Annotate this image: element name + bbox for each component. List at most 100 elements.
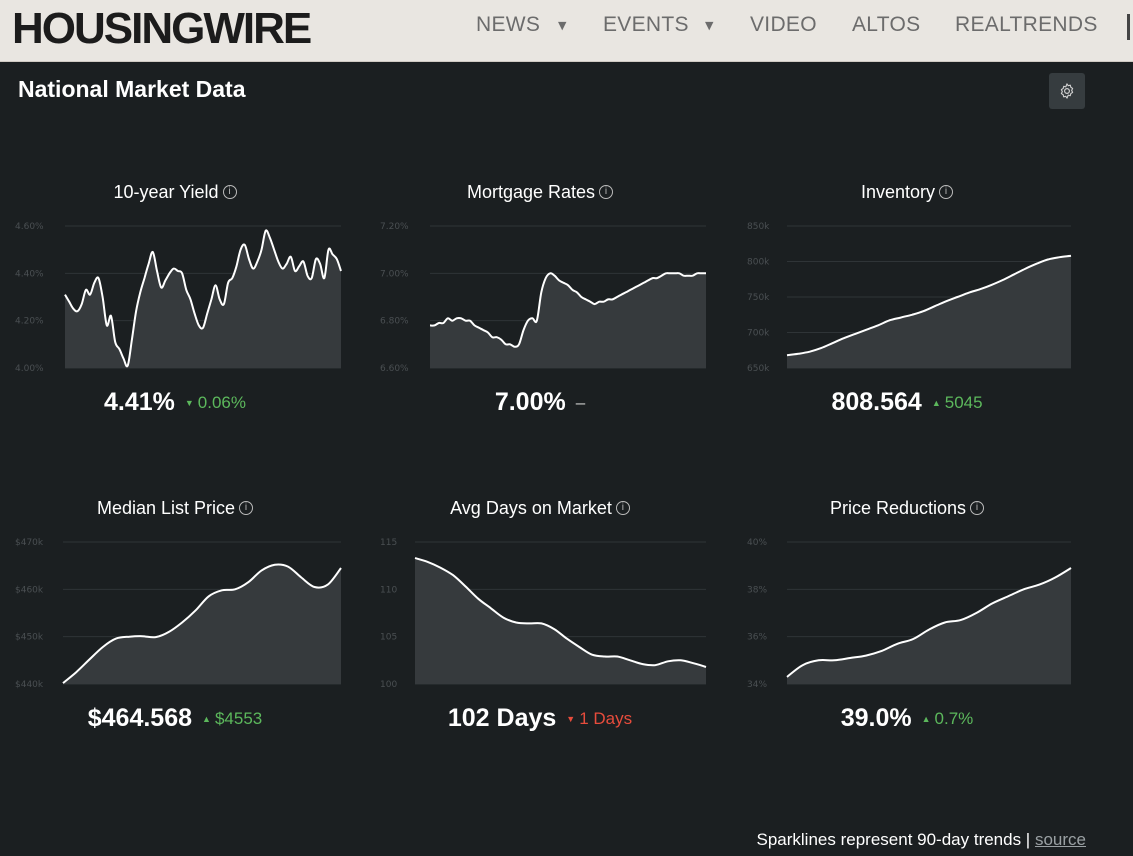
- y-tick-label: 105: [380, 633, 397, 643]
- card-value-row: 7.00% –: [370, 388, 710, 417]
- y-tick-label: $470k: [15, 538, 44, 548]
- y-tick-label: 650k: [747, 364, 770, 374]
- sparkline-line: [64, 229, 342, 368]
- y-tick-label: 110: [380, 585, 397, 595]
- y-tick-label: 100: [380, 680, 397, 690]
- card-change: ▼ 0.06%: [185, 393, 246, 412]
- arrow-down-icon: ▼: [184, 398, 194, 409]
- sparkline-area: [787, 568, 1071, 684]
- card-title: Median List Price i: [5, 498, 345, 519]
- sparkline-area: [63, 564, 341, 684]
- y-tick-label: 700k: [747, 329, 770, 339]
- card-value: 39.0%: [840, 704, 912, 732]
- y-tick-label: 40%: [747, 538, 767, 548]
- card-value-row: 808.564 ▲ 5045: [737, 388, 1077, 417]
- sparkline-chart: 650k 700k 750k 800k 850k: [747, 222, 1072, 374]
- card-value: 4.41%: [103, 388, 175, 416]
- sparkline-line: [414, 557, 707, 668]
- sparkline-area: [415, 558, 706, 684]
- source-link[interactable]: source: [1034, 830, 1086, 849]
- card-title-text: 10-year Yield: [113, 182, 219, 202]
- arrow-up-icon: ▲: [202, 714, 211, 725]
- nav-video[interactable]: VIDEO: [750, 13, 817, 36]
- y-tick-label: 115: [380, 538, 397, 548]
- y-tick-label: 7.00%: [380, 269, 409, 279]
- y-tick-label: 38%: [747, 585, 767, 595]
- card-change-value: $4553: [214, 708, 263, 728]
- top-navbar: HOUSINGWIRE NEWS ▼ EVENTS ▼ VIDEO ALTOS …: [0, 0, 1133, 62]
- chevron-down-icon[interactable]: ▼: [705, 19, 714, 32]
- nav-events[interactable]: EVENTS: [603, 13, 689, 36]
- card-change: ▲ 0.7%: [922, 709, 974, 728]
- y-tick-label: 800k: [747, 258, 770, 268]
- settings-button[interactable]: [1049, 73, 1085, 109]
- y-tick-label: $460k: [15, 585, 44, 595]
- card-value-row: $464.568 ▲ $4553: [5, 704, 345, 733]
- housingwire-logo[interactable]: HOUSINGWIRE: [12, 4, 312, 53]
- card-title-text: Avg Days on Market: [450, 498, 612, 518]
- card-title: Mortgage Rates i: [370, 182, 710, 203]
- sparkline-line: [786, 567, 1072, 678]
- card-change-value: 1 Days: [579, 708, 633, 728]
- card-title-text: Inventory: [860, 182, 936, 202]
- y-tick-label: 6.80%: [380, 317, 409, 327]
- card-change: ▼ 1 Days: [566, 709, 632, 728]
- footer-note-text: Sparklines represent 90-day trends |: [756, 830, 1031, 849]
- sparkline-area: [65, 230, 341, 368]
- card-change: –: [576, 393, 585, 412]
- card-change-value: 0.06%: [197, 392, 246, 412]
- y-tick-label: 7.20%: [380, 222, 409, 232]
- info-icon[interactable]: i: [615, 501, 630, 516]
- y-tick-label: 4.60%: [15, 222, 44, 232]
- y-tick-label: $450k: [15, 633, 44, 643]
- y-tick-label: $440k: [15, 680, 44, 690]
- card-value: 102 Days: [447, 704, 557, 732]
- sparkline-line: [429, 272, 706, 348]
- card-title: Inventory i: [737, 182, 1077, 203]
- chevron-down-icon[interactable]: ▼: [558, 19, 567, 32]
- card-change: ▲ $4553: [202, 709, 262, 728]
- card-change: ▲ 5045: [932, 393, 983, 412]
- nav-overflow-item[interactable]: [1127, 14, 1130, 40]
- sparkline-area: [787, 255, 1071, 368]
- nav-realtrends[interactable]: REALTRENDS: [955, 13, 1098, 36]
- sparkline-chart: 100 105 110 115: [380, 538, 707, 690]
- info-icon[interactable]: i: [239, 501, 254, 516]
- card-title-text: Median List Price: [96, 498, 236, 518]
- sparkline-chart: $440k $450k $460k $470k: [15, 538, 342, 690]
- sparkline-area: [430, 273, 706, 368]
- card-value-row: 39.0% ▲ 0.7%: [737, 704, 1077, 733]
- arrow-up-icon: ▲: [931, 398, 941, 409]
- info-icon[interactable]: i: [599, 185, 614, 200]
- sparkline-chart: 34% 36% 38% 40%: [747, 538, 1072, 690]
- card-title: Price Reductions i: [737, 498, 1077, 519]
- sparkline-line: [786, 254, 1072, 357]
- nav-altos[interactable]: ALTOS: [852, 13, 921, 36]
- nav-news[interactable]: NEWS: [476, 13, 541, 36]
- page-title: National Market Data: [18, 76, 246, 102]
- card-value-row: 102 Days ▼ 1 Days: [370, 704, 710, 733]
- info-icon[interactable]: i: [970, 501, 985, 516]
- card-change-value: 0.7%: [934, 708, 974, 728]
- y-tick-label: 6.60%: [380, 364, 409, 374]
- card-title-text: Mortgage Rates: [466, 182, 596, 202]
- arrow-up-icon: ▲: [921, 714, 931, 725]
- card-change-value: –: [575, 392, 586, 412]
- sparkline-line: [62, 563, 342, 684]
- y-tick-label: 750k: [747, 293, 770, 303]
- y-tick-label: 36%: [747, 633, 767, 643]
- y-tick-label: 34%: [747, 680, 767, 690]
- card-value: $464.568: [87, 704, 193, 732]
- y-tick-label: 4.00%: [15, 364, 44, 374]
- arrow-down-icon: ▼: [566, 714, 576, 725]
- sparkline-chart: 6.60% 6.80% 7.00% 7.20%: [380, 222, 706, 374]
- info-icon[interactable]: i: [222, 185, 237, 200]
- y-tick-label: 4.20%: [15, 317, 44, 327]
- card-value-row: 4.41% ▼ 0.06%: [5, 388, 345, 417]
- card-change-value: 5045: [944, 392, 983, 412]
- footer-note: Sparklines represent 90-day trends | sou…: [757, 830, 1087, 850]
- card-title-text: Price Reductions: [829, 498, 967, 518]
- info-icon[interactable]: i: [939, 185, 954, 200]
- y-tick-label: 4.40%: [15, 269, 44, 279]
- card-value: 808.564: [831, 388, 922, 416]
